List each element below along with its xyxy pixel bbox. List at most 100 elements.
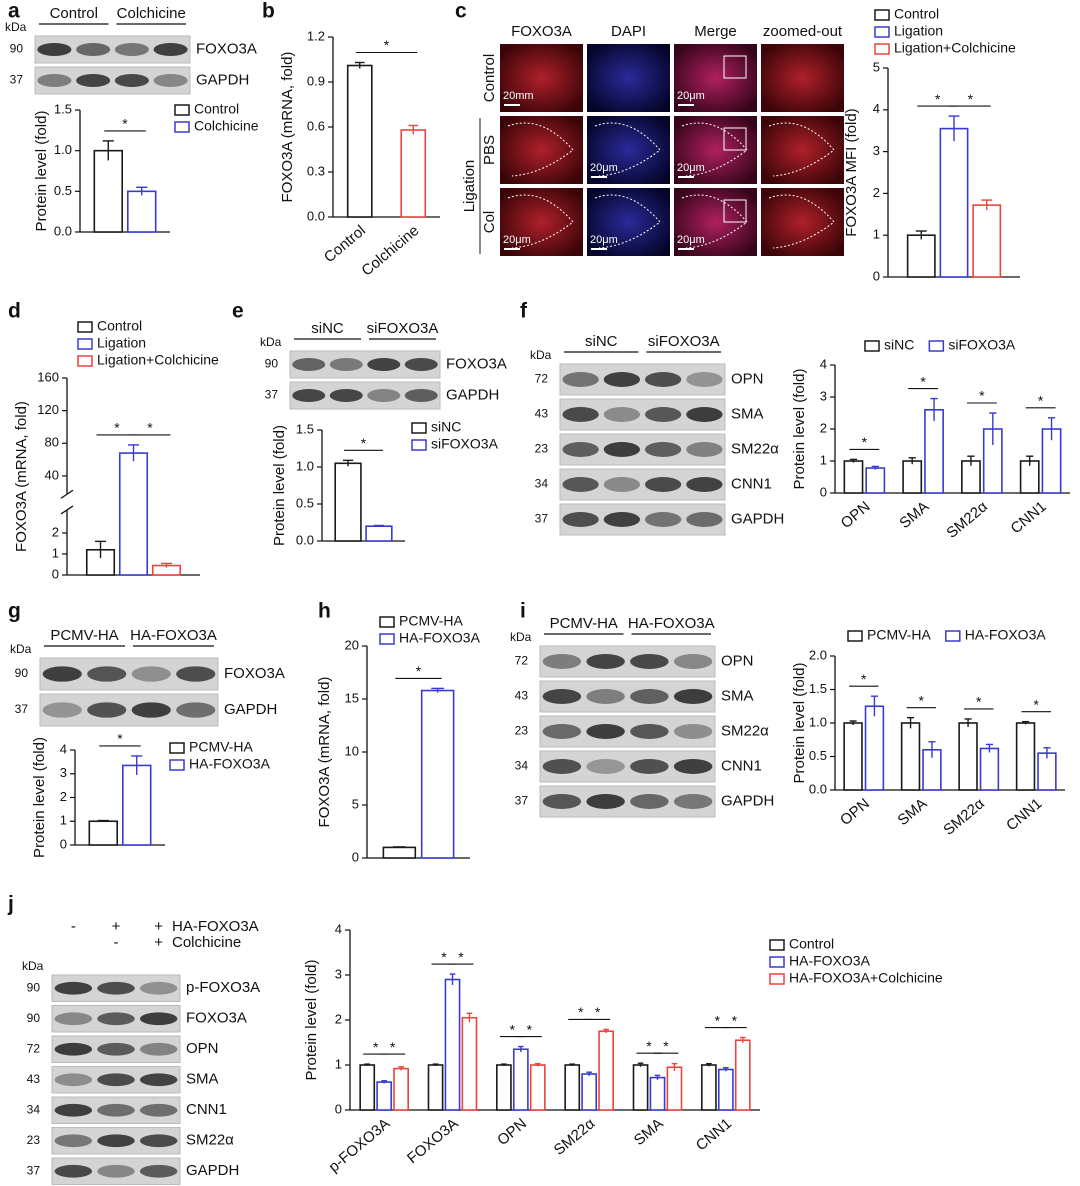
bar xyxy=(393,1067,409,1111)
panel-letter: a xyxy=(8,0,20,23)
legend-swatch xyxy=(174,104,190,116)
legend-swatch xyxy=(874,43,890,55)
legend-label: Ligation xyxy=(894,23,943,39)
legend-swatch xyxy=(928,340,945,352)
blot-unit: kDa xyxy=(530,348,552,362)
bar xyxy=(400,129,427,218)
y-tick-label: 1.5 xyxy=(296,421,314,436)
blot-band xyxy=(603,477,641,492)
bar xyxy=(359,1064,376,1111)
x-tick-label: SMA xyxy=(895,795,931,829)
x-tick-label: SM22α xyxy=(943,498,991,542)
blot-band xyxy=(114,43,149,56)
vessel-outline xyxy=(768,194,835,249)
panel-letter: d xyxy=(8,300,21,323)
vessel-outline xyxy=(594,194,661,249)
axis-break xyxy=(60,505,74,515)
blot-kda: 37 xyxy=(10,73,24,87)
significance-star: * xyxy=(390,1039,396,1055)
significance-star: * xyxy=(646,1038,652,1054)
blot-band xyxy=(686,442,723,457)
y-tick-label: 0.5 xyxy=(54,183,72,198)
blot-band xyxy=(586,654,625,669)
significance-star: * xyxy=(122,116,128,132)
blot-band xyxy=(176,702,216,718)
bar xyxy=(334,462,362,542)
blot-band xyxy=(562,477,599,492)
blot-band xyxy=(139,1042,178,1056)
bar xyxy=(444,978,461,1111)
legend-label: PCMV-HA xyxy=(399,613,463,629)
x-tick-label: Control xyxy=(321,222,369,266)
bar xyxy=(900,722,921,791)
blot-kda: 23 xyxy=(27,1133,41,1147)
blot-label: SMA xyxy=(731,405,764,422)
y-tick-label: 0.5 xyxy=(809,748,827,763)
y-tick-label: 2 xyxy=(873,185,880,200)
bar xyxy=(717,1068,734,1111)
image-column-label: Merge xyxy=(694,23,737,40)
significance-star: * xyxy=(968,91,974,107)
blot-band xyxy=(630,794,669,809)
blot-band xyxy=(54,1103,93,1117)
significance-star: * xyxy=(1034,696,1040,712)
blot-band xyxy=(644,442,682,457)
y-tick-label: 0.0 xyxy=(54,223,72,238)
bar xyxy=(865,467,886,494)
panel-letter: i xyxy=(520,600,526,623)
blot-kda: 90 xyxy=(27,1011,41,1025)
x-tick-label: SM22α xyxy=(551,1115,599,1159)
blot-band xyxy=(292,358,326,371)
y-tick-label: 2 xyxy=(52,524,59,539)
blot-band xyxy=(139,1103,178,1117)
bar xyxy=(924,408,944,494)
bar xyxy=(121,764,152,846)
zoom-box xyxy=(723,199,747,223)
y-tick-label: 5 xyxy=(873,59,880,74)
legend-swatch xyxy=(864,340,880,352)
y-tick-label: 1.0 xyxy=(54,142,72,157)
zoom-box xyxy=(723,127,747,151)
blot-row xyxy=(34,66,191,95)
blot-band xyxy=(97,1103,135,1117)
blot-kda: 90 xyxy=(15,666,29,680)
significance-star: * xyxy=(979,388,985,404)
blot-band xyxy=(367,389,401,402)
y-tick-label: 0 xyxy=(352,849,359,864)
y-tick-label: 1.0 xyxy=(809,714,827,729)
significance-star: * xyxy=(117,731,123,747)
legend-label: Control xyxy=(97,318,142,334)
x-tick-label: SMA xyxy=(896,498,932,532)
bar xyxy=(701,1064,717,1111)
blot-band xyxy=(542,654,582,669)
blot-label: CNN1 xyxy=(731,475,772,492)
panel-letter: j xyxy=(7,893,14,916)
blot-band xyxy=(673,794,713,809)
bar xyxy=(88,820,119,846)
vessel-outline xyxy=(681,194,748,249)
blot-group-label: siFOXO3A xyxy=(367,320,439,337)
bar xyxy=(972,204,1002,278)
vessel-outline xyxy=(507,194,574,249)
bar xyxy=(512,1048,529,1111)
blot-band xyxy=(131,702,171,718)
blot-band xyxy=(54,1042,93,1056)
blot-label: SM22α xyxy=(731,440,779,457)
blot-kda: 37 xyxy=(515,794,529,808)
bar xyxy=(420,689,455,859)
bar xyxy=(365,525,393,542)
blot-band xyxy=(76,43,111,56)
significance-star: * xyxy=(458,949,464,965)
blot-label: FOXO3A xyxy=(224,665,285,682)
blot-band xyxy=(673,724,713,739)
bar xyxy=(529,1064,546,1111)
legend-swatch xyxy=(379,616,395,628)
blot-label: SM22α xyxy=(721,722,769,739)
bar xyxy=(126,190,157,233)
image-row-label: Control xyxy=(481,54,498,102)
blot-kda: 43 xyxy=(27,1072,41,1086)
y-tick-label: 3 xyxy=(335,966,342,981)
blot-band xyxy=(630,654,669,669)
blot-band xyxy=(139,1012,178,1026)
micrograph xyxy=(500,116,583,184)
